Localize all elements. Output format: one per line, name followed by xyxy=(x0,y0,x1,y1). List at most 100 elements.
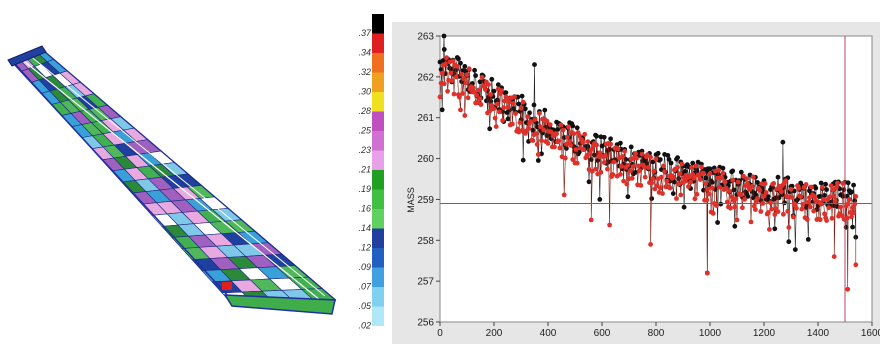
x-tick-label: 1600 xyxy=(861,328,880,339)
data-point xyxy=(564,146,569,151)
data-point xyxy=(611,159,617,165)
data-point xyxy=(768,200,773,206)
mass-plot-panel: 02004006008001000120014001600 2562572582… xyxy=(392,22,880,344)
color-scale-swatch xyxy=(372,287,384,307)
data-point xyxy=(574,160,580,166)
data-point xyxy=(689,165,694,171)
data-point xyxy=(458,107,463,113)
data-point xyxy=(491,106,497,112)
data-point xyxy=(471,85,476,91)
data-point xyxy=(772,212,778,217)
color-scale-swatch xyxy=(372,33,384,53)
color-scale-blocks xyxy=(372,14,384,326)
data-point xyxy=(707,166,713,172)
data-point xyxy=(674,196,679,201)
data-point xyxy=(573,147,579,152)
data-point xyxy=(755,196,760,201)
data-point xyxy=(520,99,526,105)
data-point xyxy=(821,197,826,202)
data-point xyxy=(693,163,699,169)
data-point xyxy=(486,82,491,87)
data-point xyxy=(581,147,586,152)
data-point xyxy=(461,76,467,82)
data-point xyxy=(439,107,445,113)
data-point xyxy=(444,55,449,61)
color-scale-tick-label: .12 xyxy=(358,243,371,253)
data-point xyxy=(513,111,518,116)
data-point xyxy=(703,181,709,186)
color-scale-tick-label: .02 xyxy=(358,321,371,331)
data-point xyxy=(437,94,443,100)
data-point xyxy=(597,197,603,202)
data-point xyxy=(688,179,693,185)
data-point xyxy=(829,215,835,221)
data-point xyxy=(537,111,542,116)
color-scale-swatch xyxy=(372,131,384,151)
data-point xyxy=(677,171,683,177)
mass-scatter-plot: 02004006008001000120014001600 2562572582… xyxy=(406,32,880,340)
data-point xyxy=(805,237,811,242)
data-point xyxy=(727,188,732,194)
data-point xyxy=(450,58,456,64)
data-point xyxy=(841,187,847,193)
data-point xyxy=(709,185,715,191)
data-point xyxy=(594,142,599,148)
data-point xyxy=(849,189,854,195)
data-point xyxy=(565,134,570,140)
data-point xyxy=(441,47,447,52)
data-point xyxy=(552,144,557,150)
data-point xyxy=(637,168,643,174)
data-point xyxy=(605,166,610,172)
data-point xyxy=(628,144,634,150)
data-point xyxy=(566,124,571,130)
data-point xyxy=(824,187,829,193)
data-point xyxy=(633,170,638,175)
data-point xyxy=(501,105,507,111)
data-point xyxy=(851,210,856,216)
data-point xyxy=(554,131,559,137)
data-point xyxy=(749,183,755,189)
data-point xyxy=(701,187,706,193)
data-point xyxy=(594,133,599,139)
data-point xyxy=(755,180,760,185)
data-point xyxy=(844,215,850,221)
data-point xyxy=(646,165,651,171)
data-point xyxy=(545,132,551,138)
data-point xyxy=(560,127,566,133)
color-scale: .37 .34 .32 .30 .28 .25 .23 .21 .19 .16 .14 .12 .09.… xyxy=(358,14,384,331)
data-point xyxy=(598,169,604,175)
data-point xyxy=(803,182,809,187)
data-point xyxy=(539,138,544,143)
wing-tip-cap xyxy=(7,45,47,67)
data-point xyxy=(838,204,844,210)
data-point xyxy=(441,33,447,39)
data-point xyxy=(834,185,839,190)
data-point xyxy=(735,179,741,185)
x-tick-label: 1400 xyxy=(807,328,830,339)
data-point xyxy=(449,78,455,84)
data-point xyxy=(781,211,786,217)
data-point xyxy=(625,194,631,200)
data-point xyxy=(707,171,713,177)
data-point xyxy=(775,209,781,215)
data-point xyxy=(651,168,657,174)
data-point xyxy=(783,178,788,184)
data-point xyxy=(757,187,763,193)
data-point xyxy=(630,164,636,169)
data-point xyxy=(660,191,665,196)
color-scale-tick-label: .30 xyxy=(358,87,371,97)
data-point xyxy=(666,157,672,162)
data-point xyxy=(511,101,516,106)
wing-model-illustration xyxy=(7,45,337,315)
data-point xyxy=(728,205,733,211)
data-point xyxy=(453,74,459,80)
data-point xyxy=(499,88,504,93)
data-point xyxy=(527,110,532,116)
data-point xyxy=(675,155,680,161)
data-point xyxy=(831,194,837,199)
data-point xyxy=(441,81,447,87)
data-point xyxy=(703,175,709,181)
data-point xyxy=(670,174,676,180)
data-point xyxy=(762,181,768,187)
data-point xyxy=(460,91,466,96)
